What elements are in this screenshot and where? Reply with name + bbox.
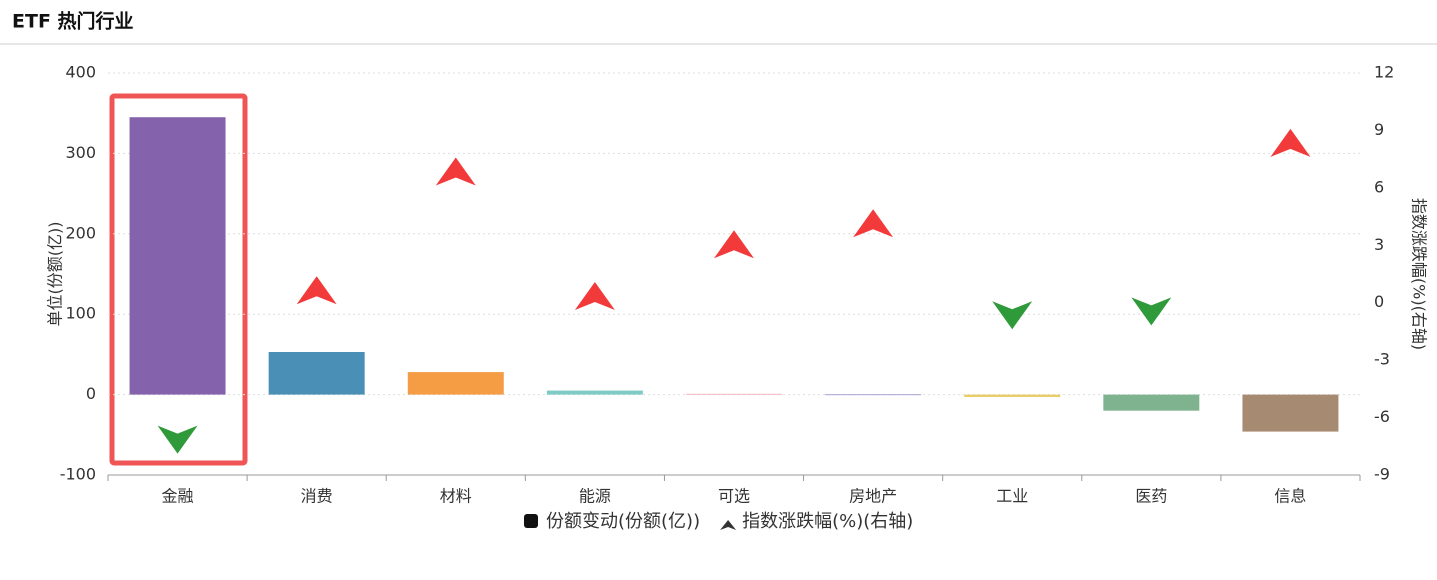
y-tick-label: 100 <box>65 304 96 323</box>
bar <box>407 372 504 395</box>
y-axis-title: 单位(份额(亿)) <box>46 222 65 327</box>
bar <box>686 393 782 395</box>
bar <box>546 390 643 395</box>
x-tick-label: 金融 <box>162 487 194 506</box>
bar <box>1103 394 1200 411</box>
y-tick-label: 300 <box>65 143 96 162</box>
y2-tick-label: 9 <box>1374 120 1384 139</box>
chart-title: ETF 热门行业 <box>12 10 134 33</box>
y-tick-label: -100 <box>60 465 96 484</box>
bar <box>964 394 1061 398</box>
change-marker <box>714 230 754 259</box>
x-tick-label: 工业 <box>996 487 1028 506</box>
x-tick-label: 消费 <box>301 487 333 506</box>
highlight-box <box>109 93 248 466</box>
bar <box>1242 394 1339 432</box>
x-tick-label: 能源 <box>579 487 611 506</box>
legend-label: 指数涨跌幅(%)(右轴) <box>742 511 913 532</box>
x-tick-label: 可选 <box>718 487 750 506</box>
x-tick-label: 医药 <box>1135 487 1167 506</box>
bar <box>825 394 922 396</box>
y2-tick-label: -9 <box>1374 465 1390 484</box>
bar <box>129 117 226 395</box>
y2-axis-title: 指数涨跌幅(%)(右轴) <box>1410 198 1429 350</box>
change-marker <box>1270 128 1311 157</box>
y-tick-label: 200 <box>65 223 96 242</box>
y-tick-label: 400 <box>65 63 96 82</box>
change-marker <box>853 209 894 238</box>
y2-tick-label: 0 <box>1374 292 1384 311</box>
y-tick-label: 0 <box>86 384 96 403</box>
y2-tick-label: 6 <box>1374 177 1384 196</box>
change-marker <box>435 157 476 186</box>
change-marker <box>992 301 1033 330</box>
x-tick-label: 房地产 <box>849 487 897 506</box>
bar <box>268 351 365 395</box>
legend-swatch <box>720 520 737 530</box>
y2-tick-label: 3 <box>1374 235 1384 254</box>
y2-tick-label: 12 <box>1374 63 1394 82</box>
legend-swatch <box>524 514 538 528</box>
legend-label: 份额变动(份额(亿)) <box>546 511 700 532</box>
change-marker <box>157 425 198 454</box>
y2-tick-label: -3 <box>1374 350 1390 369</box>
change-marker <box>574 281 615 310</box>
change-marker <box>296 276 337 305</box>
change-marker <box>1131 297 1172 326</box>
y2-tick-label: -6 <box>1374 407 1390 426</box>
x-tick-label: 材料 <box>440 487 472 506</box>
x-tick-label: 信息 <box>1274 487 1306 506</box>
